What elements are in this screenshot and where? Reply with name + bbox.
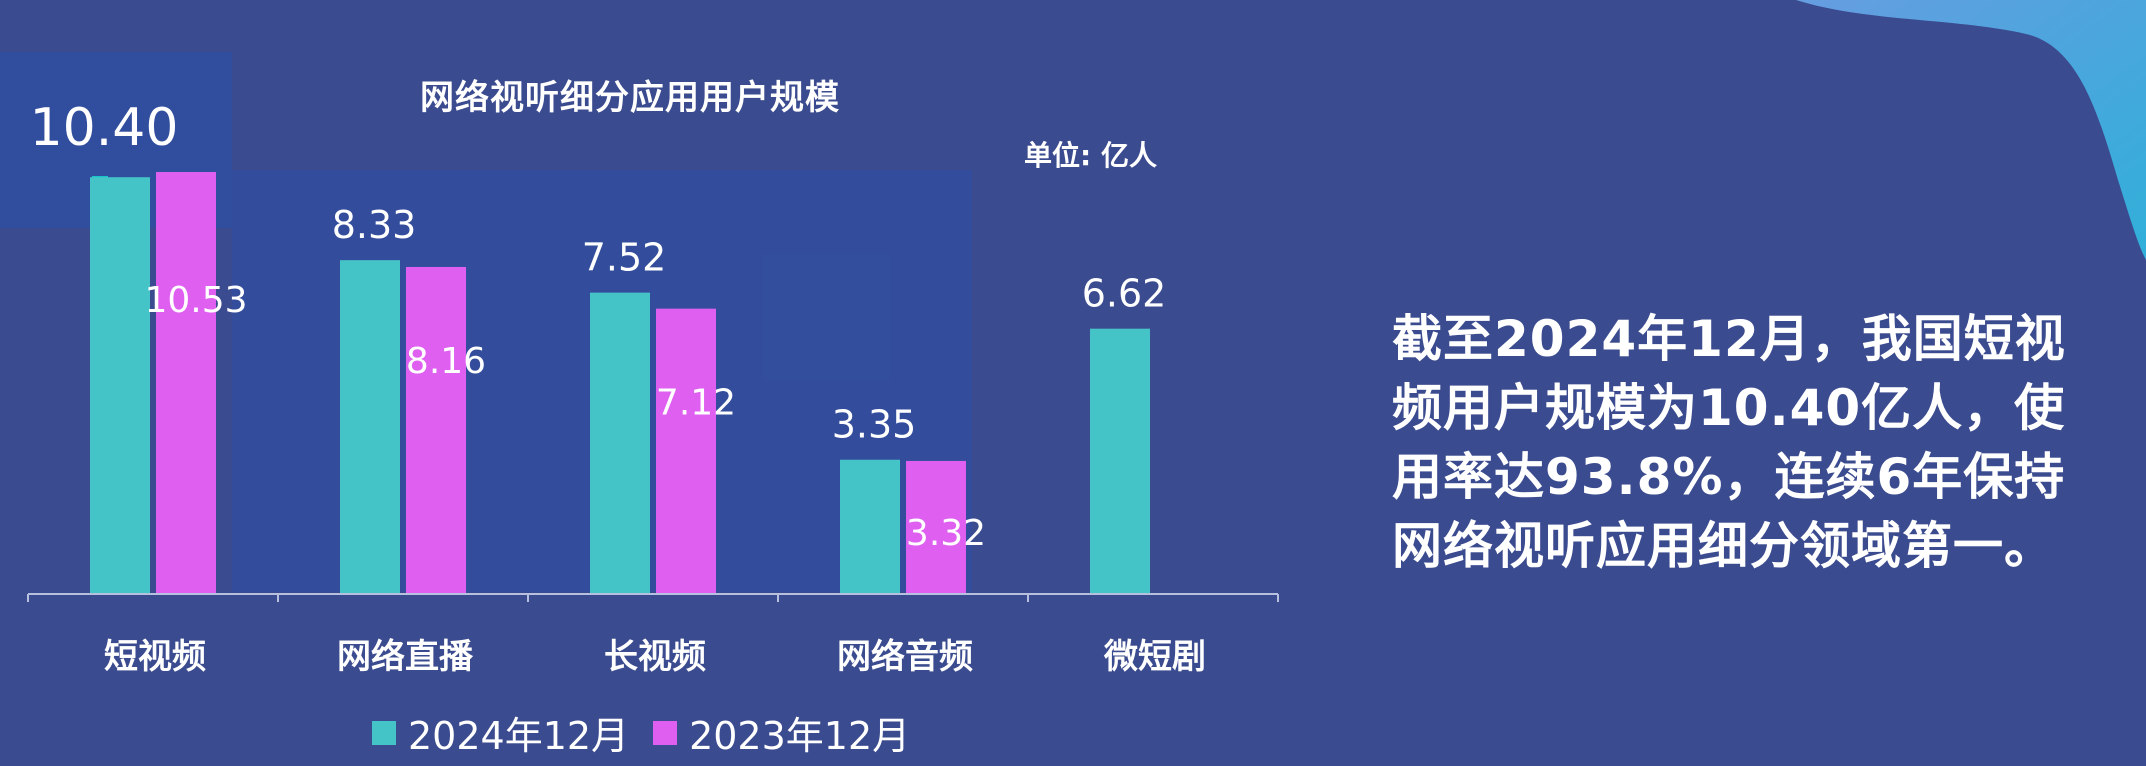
chart-panel: 网络视听细分应用用户规模 单位: 亿人 10.40 10.53 8.33 8.16 7.… xyxy=(0,52,1279,760)
value-label-2024-3: 3.35 xyxy=(832,403,917,447)
x-tick-label-4: 微短剧 xyxy=(1103,637,1206,677)
x-tick-labels: 短视频 网络直播 长视频 网络音频 微短剧 xyxy=(104,637,1206,677)
x-axis xyxy=(27,593,1279,602)
chart-title: 网络视听细分应用用户规模 xyxy=(420,78,840,118)
bar-2024-3 xyxy=(840,459,900,594)
legend-label-2023: 2023年12月 xyxy=(689,714,911,758)
bar-2024-1 xyxy=(340,260,400,594)
value-label-2024-1: 8.33 xyxy=(332,203,417,247)
value-label-2023-1: 8.16 xyxy=(406,341,486,382)
bar-2023-0 xyxy=(156,172,216,594)
x-tick-label-0: 短视频 xyxy=(104,637,206,677)
legend: 2024年12月 2023年12月 xyxy=(372,705,910,760)
bar-chart: 10.40 10.53 8.33 8.16 7.52 7.12 3.35 3.32 6.62 短… xyxy=(27,98,1279,677)
value-label-2024-4: 6.62 xyxy=(1082,272,1167,316)
value-label-2024-2: 7.52 xyxy=(582,236,667,280)
legend-label-2024: 2024年12月 xyxy=(408,714,630,758)
value-label-2023-3: 3.32 xyxy=(906,513,986,554)
bar-2024-2 xyxy=(590,292,650,594)
x-tick-label-2: 长视频 xyxy=(604,637,706,677)
value-labels: 10.40 10.53 8.33 8.16 7.52 7.12 3.35 3.32 6.62 xyxy=(30,98,1167,554)
abstract-wave-icon xyxy=(1796,0,2146,260)
bar-2024-4 xyxy=(1090,328,1150,594)
legend-swatch-2023 xyxy=(653,720,678,745)
bar-2024-0 xyxy=(90,177,150,594)
legend-swatch-2024 xyxy=(372,720,396,745)
legend-item-2023: 2023年12月 xyxy=(653,705,910,760)
bar-2023-2 xyxy=(656,308,716,594)
value-label-2023-2: 7.12 xyxy=(656,383,736,424)
unit-label: 单位: 亿人 xyxy=(1024,139,1157,172)
value-label-2023-0: 10.53 xyxy=(144,280,247,321)
summary-text: 截至2024年12月，我国短视频用户规模为10.40亿人，使用率达93.8%，连… xyxy=(1392,310,2066,575)
bar-2023-3 xyxy=(906,460,966,594)
x-tick-label-1: 网络直播 xyxy=(337,637,474,677)
bars-layer xyxy=(90,172,1150,594)
bar-2023-1 xyxy=(406,266,466,594)
legend-item-2024: 2024年12月 xyxy=(372,705,629,760)
x-tick-label-3: 网络音频 xyxy=(837,637,973,677)
value-label-2024-0: 10.40 xyxy=(30,98,179,158)
